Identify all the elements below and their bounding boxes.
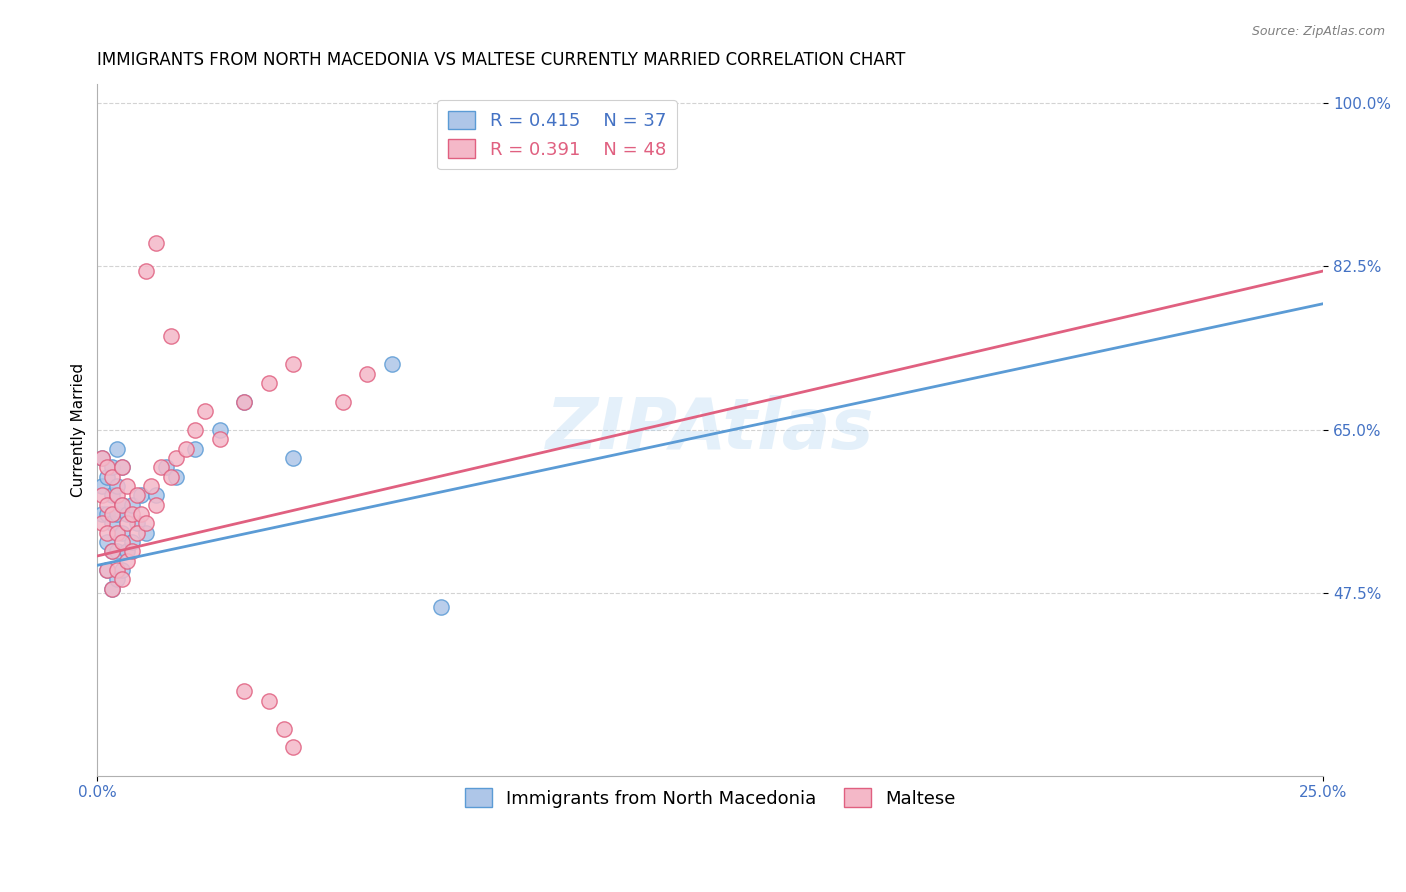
Point [155, 460, 177, 475]
Point [105, 544, 128, 558]
Point [101, 582, 124, 596]
Point [257, 376, 280, 390]
Point [273, 722, 295, 736]
Point [101, 460, 124, 475]
Point [91, 507, 114, 521]
Text: ZIPAtlas: ZIPAtlas [546, 395, 875, 465]
Point [165, 450, 187, 465]
Point [91, 516, 114, 531]
Point [208, 423, 231, 437]
Point [135, 264, 157, 278]
Point [111, 498, 134, 512]
Point [111, 460, 134, 475]
Text: IMMIGRANTS FROM NORTH MACEDONIA VS MALTESE CURRENTLY MARRIED CORRELATION CHART: IMMIGRANTS FROM NORTH MACEDONIA VS MALTE… [97, 51, 905, 69]
Point [115, 544, 138, 558]
Point [233, 394, 256, 409]
Point [101, 544, 124, 558]
Point [105, 525, 128, 540]
Point [135, 516, 157, 531]
Point [115, 553, 138, 567]
Point [356, 367, 378, 381]
Point [101, 488, 124, 502]
Point [233, 684, 256, 698]
Point [101, 544, 124, 558]
Point [105, 479, 128, 493]
Point [160, 469, 183, 483]
Point [121, 507, 143, 521]
Point [105, 563, 128, 577]
Point [208, 432, 231, 446]
Point [381, 358, 404, 372]
Point [91, 479, 114, 493]
Point [115, 479, 138, 493]
Point [101, 507, 124, 521]
Point [96, 498, 118, 512]
Point [105, 507, 128, 521]
Point [150, 460, 173, 475]
Point [429, 600, 451, 615]
Point [105, 572, 128, 586]
Point [105, 442, 128, 456]
Point [96, 535, 118, 549]
Point [121, 498, 143, 512]
Point [121, 535, 143, 549]
Point [101, 469, 124, 483]
Point [91, 488, 114, 502]
Point [135, 525, 157, 540]
Point [145, 498, 167, 512]
Point [111, 460, 134, 475]
Point [257, 694, 280, 708]
Point [131, 507, 153, 521]
Point [125, 488, 148, 502]
Point [174, 442, 197, 456]
Point [145, 235, 167, 250]
Point [96, 563, 118, 577]
Point [145, 488, 167, 502]
Point [131, 488, 153, 502]
Point [141, 479, 163, 493]
Point [96, 507, 118, 521]
Point [105, 488, 128, 502]
Point [115, 507, 138, 521]
Point [101, 582, 124, 596]
Point [101, 516, 124, 531]
Point [111, 563, 134, 577]
Point [125, 525, 148, 540]
Y-axis label: Currently Married: Currently Married [72, 363, 86, 497]
Point [283, 358, 305, 372]
Point [96, 525, 118, 540]
Point [96, 469, 118, 483]
Text: Source: ZipAtlas.com: Source: ZipAtlas.com [1251, 25, 1385, 38]
Point [283, 740, 305, 755]
Point [184, 423, 207, 437]
Point [111, 498, 134, 512]
Point [115, 516, 138, 531]
Legend: Immigrants from North Macedonia, Maltese: Immigrants from North Macedonia, Maltese [458, 781, 963, 815]
Point [91, 450, 114, 465]
Point [111, 535, 134, 549]
Point [96, 460, 118, 475]
Point [91, 450, 114, 465]
Point [111, 525, 134, 540]
Point [233, 394, 256, 409]
Point [111, 572, 134, 586]
Point [165, 469, 187, 483]
Point [121, 544, 143, 558]
Point [160, 329, 183, 343]
Point [125, 516, 148, 531]
Point [332, 394, 354, 409]
Point [96, 563, 118, 577]
Point [283, 450, 305, 465]
Point [184, 442, 207, 456]
Point [194, 404, 217, 418]
